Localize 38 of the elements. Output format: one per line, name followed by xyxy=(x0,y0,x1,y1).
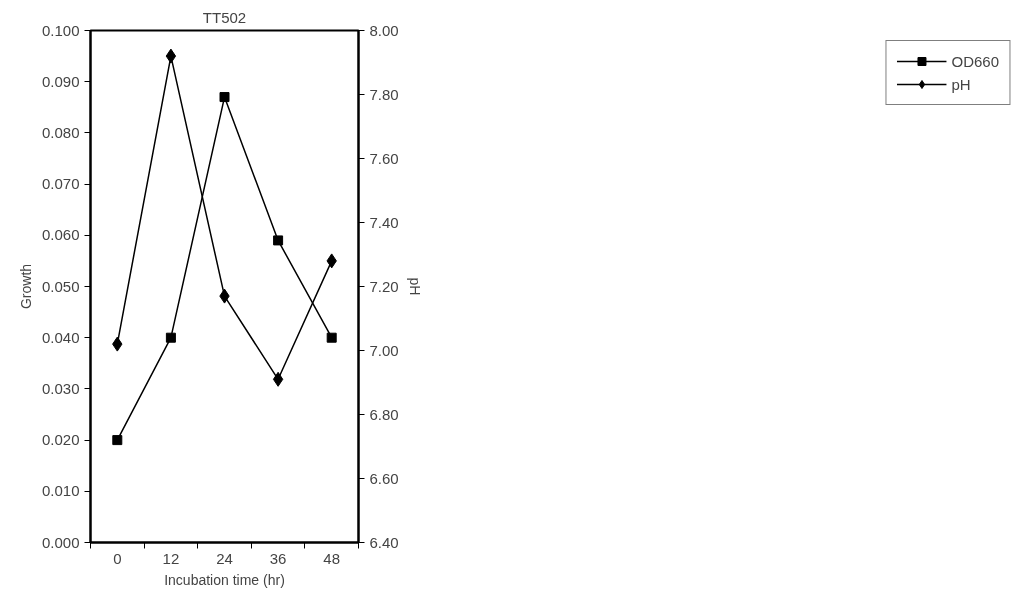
y-tick-label: 0.000 xyxy=(41,533,80,551)
point xyxy=(219,92,230,103)
point xyxy=(112,435,123,446)
point xyxy=(273,235,284,246)
y2-tick-label: 6.40 xyxy=(369,533,399,551)
x-tick-label: 36 xyxy=(269,549,287,567)
y2-tick-label: 7.00 xyxy=(369,341,399,359)
y-tick-label: 0.050 xyxy=(41,277,80,295)
y2-tick-label: 7.20 xyxy=(369,277,399,295)
y-tick-label: 0.090 xyxy=(41,72,80,90)
legend-label: pH xyxy=(951,75,972,93)
y2-tick-label: 6.60 xyxy=(369,469,399,487)
x-tick-label: 24 xyxy=(216,549,233,567)
y2-tick-label: 8.00 xyxy=(369,21,399,39)
x-tick-label: 0 xyxy=(113,549,122,567)
x-tick-label: 12 xyxy=(162,549,180,567)
y2-tick-label: 7.80 xyxy=(369,85,399,103)
point xyxy=(326,332,337,343)
y2-tick-label: 6.80 xyxy=(369,405,399,423)
y-tick-label: 0.070 xyxy=(41,175,80,193)
y-tick-label: 0.100 xyxy=(41,21,80,39)
legend-label: OD660 xyxy=(951,52,999,70)
x-axis-title: Incubation time (hr) xyxy=(164,571,285,588)
x-tick-label: 48 xyxy=(323,549,341,567)
y-tick-label: 0.080 xyxy=(41,123,80,141)
chart-title: TT502 xyxy=(202,8,247,26)
y-tick-label: 0.040 xyxy=(41,328,80,346)
y-tick-label: 0.030 xyxy=(41,379,80,397)
y-tick-label: 0.020 xyxy=(41,431,80,449)
y-axis-title: Growth xyxy=(17,263,34,310)
y2-axis-title: pH xyxy=(406,277,423,296)
y2-tick-label: 7.40 xyxy=(369,213,399,231)
point xyxy=(165,332,176,343)
point xyxy=(165,48,177,64)
y-tick-label: 0.010 xyxy=(41,482,80,500)
y2-tick-label: 7.60 xyxy=(369,149,399,167)
point xyxy=(272,371,284,387)
y-tick-label: 0.060 xyxy=(41,226,80,244)
